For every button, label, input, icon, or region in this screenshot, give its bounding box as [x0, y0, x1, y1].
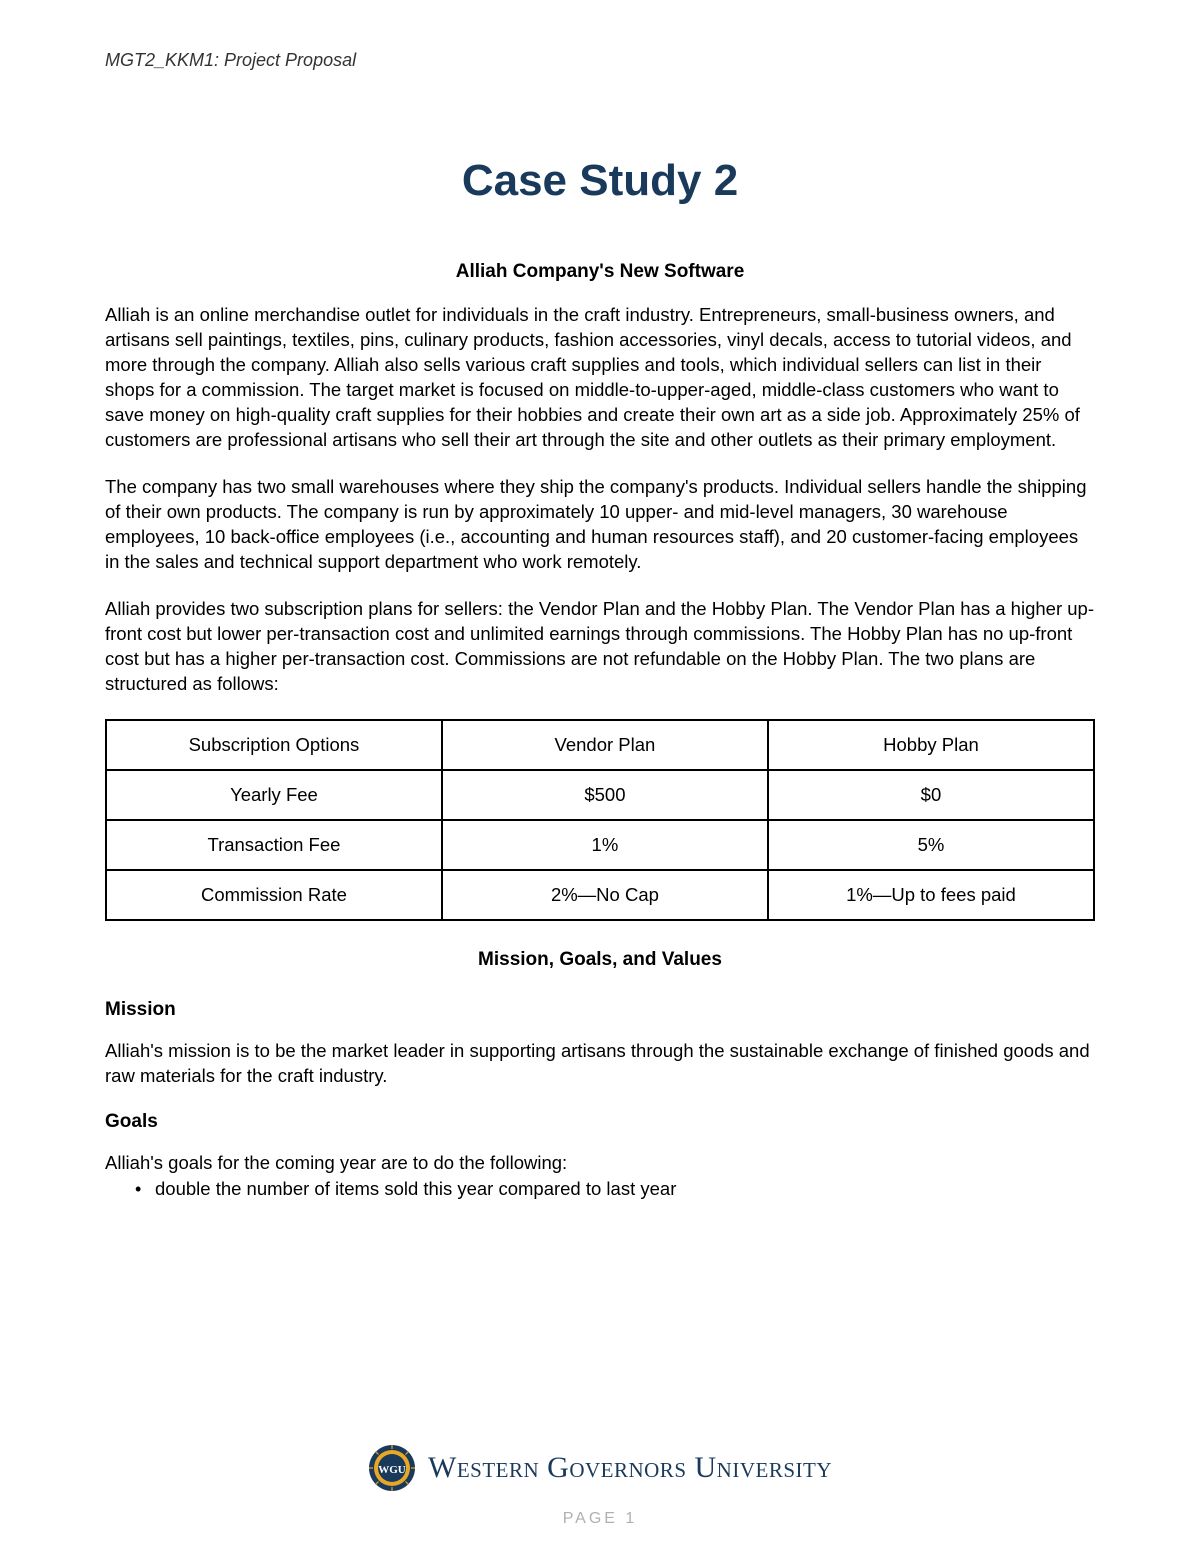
mission-label: Mission	[105, 999, 1095, 1021]
goals-list: double the number of items sold this yea…	[105, 1177, 1095, 1202]
table-cell: Transaction Fee	[106, 820, 442, 870]
table-row: Yearly Fee $500 $0	[106, 770, 1094, 820]
document-subtitle: Alliah Company's New Software	[105, 261, 1095, 283]
paragraph-3: Alliah provides two subscription plans f…	[105, 597, 1095, 697]
table-cell: $0	[768, 770, 1094, 820]
page-number: PAGE 1	[0, 1510, 1200, 1528]
page-footer: WGU Western Governors University PAGE 1	[0, 1444, 1200, 1528]
table-cell: 2%—No Cap	[442, 870, 768, 920]
goals-intro: Alliah's goals for the coming year are t…	[105, 1151, 1095, 1176]
document-header-code: MGT2_KKM1: Project Proposal	[105, 50, 1095, 71]
goals-list-item: double the number of items sold this yea…	[105, 1177, 1095, 1202]
table-row: Transaction Fee 1% 5%	[106, 820, 1094, 870]
table-cell: Subscription Options	[106, 720, 442, 770]
paragraph-1: Alliah is an online merchandise outlet f…	[105, 303, 1095, 453]
table-cell: Yearly Fee	[106, 770, 442, 820]
table-cell: $500	[442, 770, 768, 820]
table-cell: Commission Rate	[106, 870, 442, 920]
table-row: Subscription Options Vendor Plan Hobby P…	[106, 720, 1094, 770]
goals-label: Goals	[105, 1111, 1095, 1133]
mission-text: Alliah's mission is to be the market lea…	[105, 1039, 1095, 1089]
document-title: Case Study 2	[105, 156, 1095, 206]
table-cell: Hobby Plan	[768, 720, 1094, 770]
table-cell: 1%	[442, 820, 768, 870]
svg-text:WGU: WGU	[378, 1464, 406, 1476]
table-cell: 1%—Up to fees paid	[768, 870, 1094, 920]
table-cell: 5%	[768, 820, 1094, 870]
subscription-table: Subscription Options Vendor Plan Hobby P…	[105, 719, 1095, 921]
paragraph-2: The company has two small warehouses whe…	[105, 475, 1095, 575]
table-cell: Vendor Plan	[442, 720, 768, 770]
university-seal-icon: WGU	[368, 1444, 416, 1492]
section-header-mission-goals: Mission, Goals, and Values	[105, 949, 1095, 971]
table-row: Commission Rate 2%—No Cap 1%—Up to fees …	[106, 870, 1094, 920]
institution-logo: WGU Western Governors University	[0, 1444, 1200, 1492]
institution-name: Western Governors University	[428, 1451, 832, 1485]
